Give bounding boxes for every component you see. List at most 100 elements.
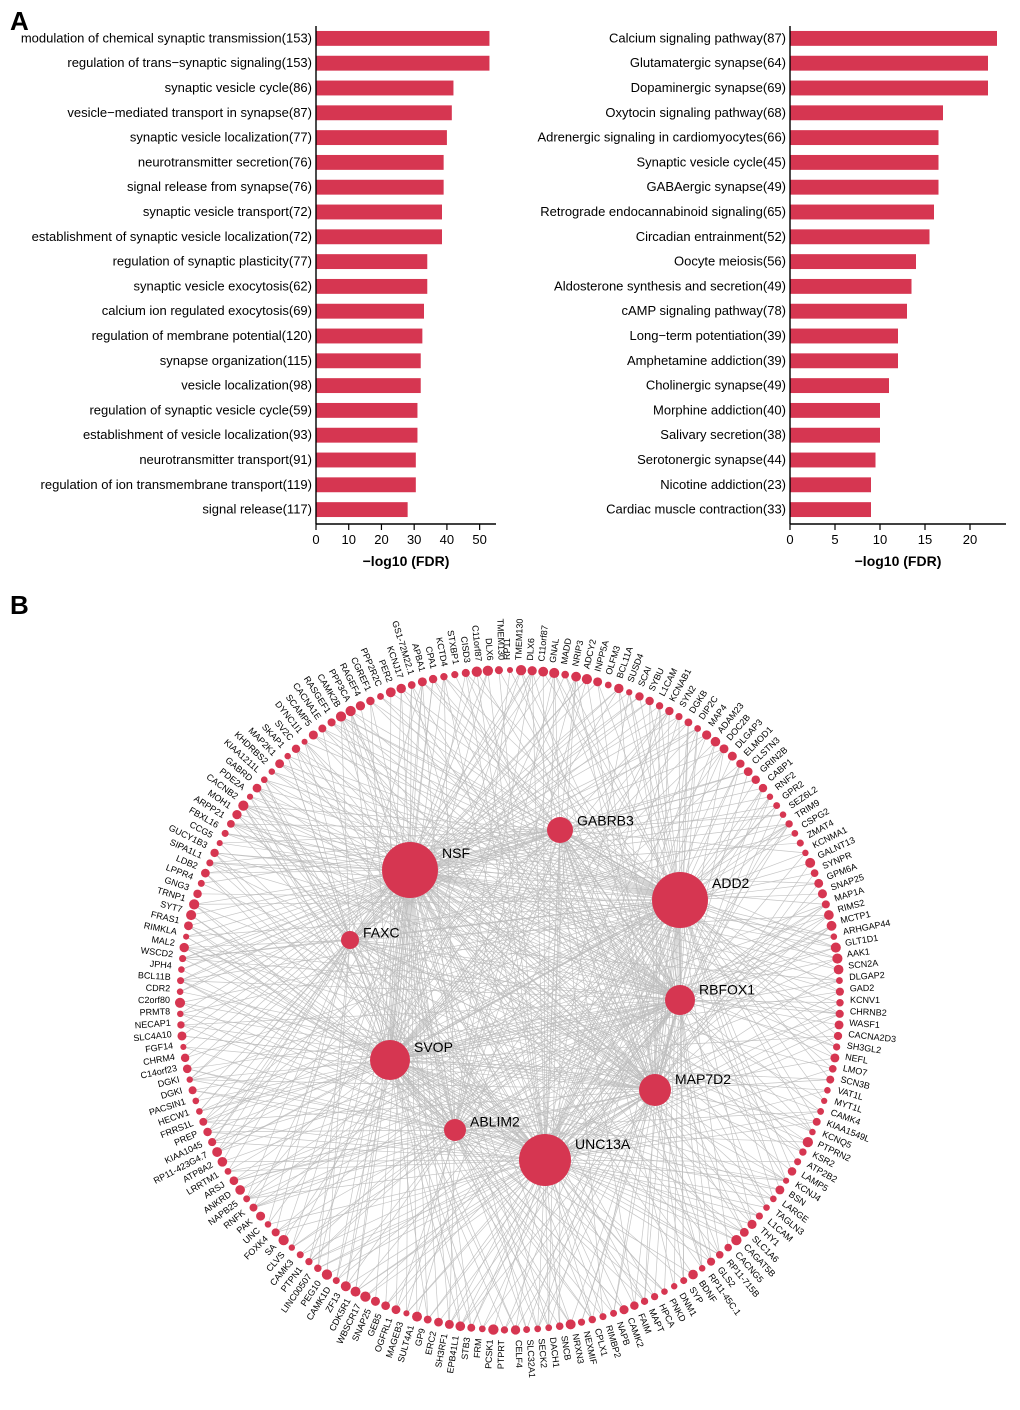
outer-node xyxy=(770,1196,777,1203)
bar xyxy=(316,279,427,294)
bar xyxy=(316,105,452,120)
outer-node xyxy=(836,1010,844,1018)
outer-node xyxy=(836,999,843,1006)
svg-text:30: 30 xyxy=(407,532,421,547)
outer-node xyxy=(803,1137,813,1147)
svg-text:15: 15 xyxy=(918,532,932,547)
outer-node xyxy=(328,718,336,726)
outer-node xyxy=(835,1020,844,1029)
outer-gene-label: DACH1 xyxy=(548,1337,562,1368)
outer-node xyxy=(728,752,737,761)
outer-node xyxy=(292,745,300,753)
svg-text:10: 10 xyxy=(873,532,887,547)
outer-node xyxy=(392,1305,401,1314)
outer-node xyxy=(675,713,682,720)
outer-node xyxy=(467,1324,475,1332)
outer-node xyxy=(206,859,213,866)
hub-node xyxy=(519,1134,571,1186)
outer-node xyxy=(571,672,581,682)
outer-node xyxy=(377,693,384,700)
outer-node xyxy=(829,1065,837,1073)
outer-node xyxy=(641,1298,648,1305)
outer-node xyxy=(630,1301,638,1309)
bar-label: regulation of membrane potential(120) xyxy=(92,328,312,343)
outer-gene-label: NECAP1 xyxy=(134,1018,171,1031)
outer-gene-label: FRM xyxy=(472,1338,484,1358)
outer-node xyxy=(462,669,470,677)
outer-gene-label: CDR2 xyxy=(146,983,171,994)
outer-node xyxy=(318,725,326,733)
outer-node xyxy=(756,1213,763,1220)
network-diagram: RP11TMEM130DLX6C11orf87GNALMADDNRIP3ADCY… xyxy=(0,610,1020,1410)
bar-label: Salivary secretion(38) xyxy=(660,427,786,442)
outer-node xyxy=(814,879,823,888)
x-axis-label: −log10 (FDR) xyxy=(363,553,450,569)
outer-node xyxy=(785,820,792,827)
bar xyxy=(790,329,898,344)
outer-node xyxy=(488,1324,498,1334)
outer-gene-label: DLX6 xyxy=(484,638,495,661)
svg-text:40: 40 xyxy=(440,532,454,547)
outer-node xyxy=(707,1258,715,1266)
outer-node xyxy=(177,988,184,995)
outer-node xyxy=(187,1076,193,1082)
outer-node xyxy=(818,889,827,898)
outer-gene-label: JPH4 xyxy=(149,959,172,971)
outer-node xyxy=(479,1325,486,1332)
outer-node xyxy=(589,1316,596,1323)
bar xyxy=(790,130,939,145)
outer-node xyxy=(238,800,248,810)
bar-label: Nicotine addiction(23) xyxy=(660,477,786,492)
bar-label: Cardiac muscle contraction(33) xyxy=(606,502,786,517)
outer-node xyxy=(243,1195,250,1202)
hub-node xyxy=(370,1040,410,1080)
outer-node xyxy=(305,1258,312,1265)
outer-node xyxy=(424,1316,432,1324)
outer-node xyxy=(614,684,623,693)
bar xyxy=(316,31,489,46)
bar xyxy=(316,502,408,517)
outer-node xyxy=(495,666,503,674)
outer-node xyxy=(791,830,798,837)
outer-gene-label: PTPRT xyxy=(496,1339,506,1369)
bar xyxy=(790,279,912,294)
outer-node xyxy=(208,1138,216,1146)
bar xyxy=(316,56,489,71)
bar-label: Serotonergic synapse(44) xyxy=(637,452,786,467)
hub-label: SVOP xyxy=(414,1039,453,1055)
outer-gene-label: SLC32A1 xyxy=(525,1339,537,1378)
outer-node xyxy=(217,840,223,846)
outer-node xyxy=(336,711,346,721)
outer-node xyxy=(661,1288,668,1295)
bar-label: Calcium signaling pathway(87) xyxy=(609,30,786,45)
outer-node xyxy=(356,701,365,710)
outer-node xyxy=(297,1251,304,1258)
outer-node xyxy=(501,1326,508,1333)
bar-label: Amphetamine addiction(39) xyxy=(627,353,786,368)
outer-node xyxy=(269,768,275,774)
svg-text:0: 0 xyxy=(786,532,793,547)
outer-node xyxy=(284,753,290,759)
bar-label: Long−term potentiation(39) xyxy=(630,328,786,343)
svg-text:5: 5 xyxy=(831,532,838,547)
outer-node xyxy=(218,1157,228,1167)
bar xyxy=(790,81,988,96)
bar-label: Glutamatergic synapse(64) xyxy=(630,55,786,70)
outer-node xyxy=(272,1228,280,1236)
outer-node xyxy=(261,776,268,783)
outer-node xyxy=(183,934,189,940)
outer-gene-label: SNCB xyxy=(559,1335,573,1361)
outer-node xyxy=(189,899,199,909)
outer-node xyxy=(610,1310,617,1317)
bar xyxy=(790,155,939,170)
bar xyxy=(316,403,417,418)
outer-node xyxy=(179,955,186,962)
outer-gene-label: CELF4 xyxy=(514,1340,524,1368)
outer-node xyxy=(811,869,819,877)
outer-node xyxy=(635,692,643,700)
bar xyxy=(790,31,997,46)
outer-node xyxy=(656,702,663,709)
bar-label: regulation of ion transmembrane transpor… xyxy=(41,477,312,492)
hub-node xyxy=(665,985,695,1015)
bar xyxy=(316,304,424,319)
